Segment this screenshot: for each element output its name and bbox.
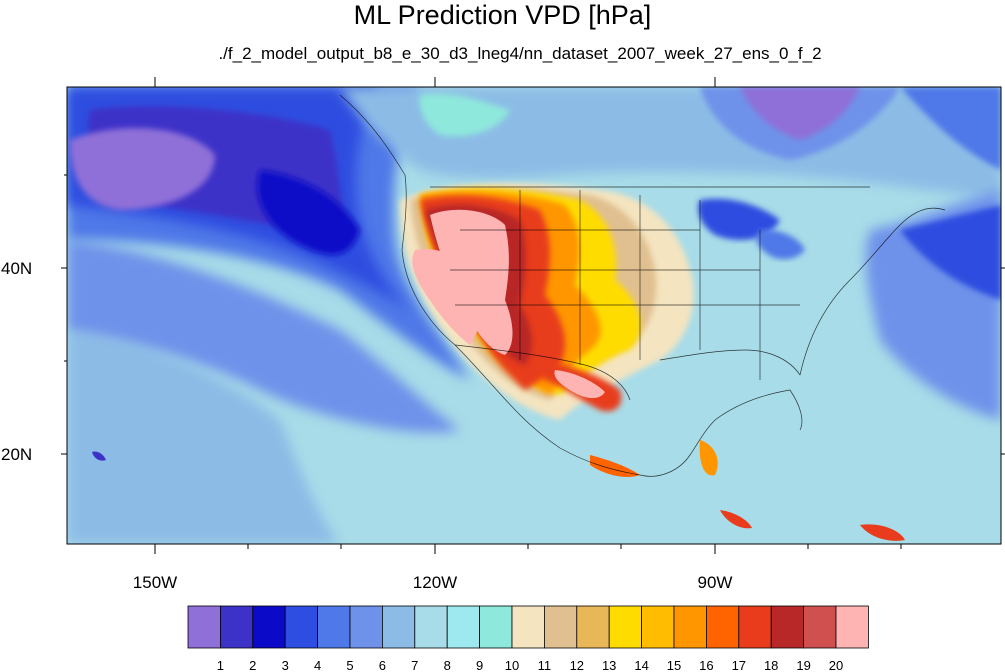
colorbar-label: 11 xyxy=(538,658,552,672)
colorbar-swatch xyxy=(706,605,740,649)
colorbar-swatch xyxy=(381,605,416,649)
lon-label-120w: 120W xyxy=(413,573,457,592)
colorbar-swatch xyxy=(252,605,286,649)
map-plot-area xyxy=(67,87,1001,544)
colorbar-swatch xyxy=(317,605,351,649)
colorbar-label: 16 xyxy=(699,658,713,672)
colorbar-label: 2 xyxy=(249,658,256,672)
colorbar-label: 7 xyxy=(411,658,418,672)
colorbar-swatch xyxy=(349,605,383,649)
colorbar-swatch xyxy=(446,605,481,649)
colorbar-label: 8 xyxy=(444,658,451,672)
colorbar-label: 10 xyxy=(505,658,519,672)
plot-frame xyxy=(66,86,1002,545)
colorbar-swatch xyxy=(479,605,513,649)
colorbar-swatch xyxy=(544,605,578,649)
colorbar-label: 3 xyxy=(282,658,289,672)
colorbar-label: 14 xyxy=(634,658,648,672)
lon-label-90w: 90W xyxy=(698,573,733,592)
colorbar-swatch xyxy=(673,605,707,649)
colorbar-swatch xyxy=(738,605,772,649)
colorbar-label: 17 xyxy=(732,658,746,672)
colorbar-swatch xyxy=(641,605,675,649)
colorbar-label: 5 xyxy=(346,658,353,672)
colorbar-label: 18 xyxy=(764,658,778,672)
colorbar-label: 1 xyxy=(217,658,224,672)
map-subtitle: ./f_2_model_output_b8_e_30_d3_lneg4/nn_d… xyxy=(218,44,822,63)
colorbar-swatch xyxy=(576,605,610,649)
colorbar-label: 4 xyxy=(314,658,321,672)
colorbar-label: 6 xyxy=(379,658,386,672)
colorbar-label: 12 xyxy=(570,658,584,672)
axis-ticks xyxy=(61,77,1005,554)
colorbar-swatch xyxy=(770,605,805,649)
map-title: ML Prediction VPD [hPa] xyxy=(353,0,652,30)
colorbar-swatch xyxy=(219,605,254,649)
colorbar-label: 15 xyxy=(667,658,681,672)
colorbar-swatch xyxy=(803,605,837,649)
colorbar: 1 2 3 4 5 6 7 8 9 10 11 12 13 14 15 16 17 18 19 20 xyxy=(187,605,869,672)
colorbar-swatch xyxy=(835,605,869,649)
lon-label-150w: 150W xyxy=(133,573,177,592)
colorbar-label: 20 xyxy=(829,658,843,672)
colorbar-label: 9 xyxy=(476,658,483,672)
colorbar-swatch xyxy=(284,605,319,649)
colorbar-swatch xyxy=(414,605,448,649)
colorbar-label: 19 xyxy=(796,658,810,672)
colorbar-label: 13 xyxy=(602,658,616,672)
lat-label-20n: 20N xyxy=(1,445,32,464)
colorbar-swatch xyxy=(608,605,643,649)
lat-label-40n: 40N xyxy=(1,259,32,278)
colorbar-swatch xyxy=(511,605,545,649)
colorbar-swatch xyxy=(187,605,221,649)
